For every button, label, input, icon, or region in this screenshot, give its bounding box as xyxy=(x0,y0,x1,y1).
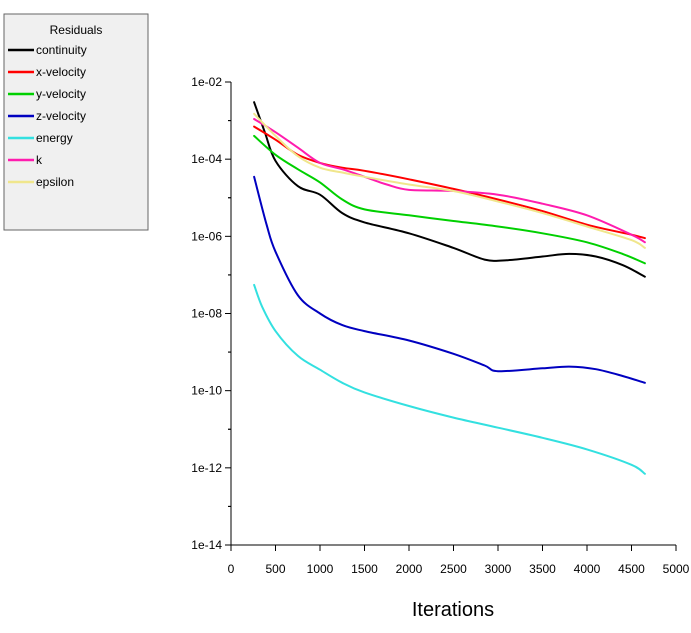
legend-title: Residuals xyxy=(50,23,103,37)
y-tick-label: 1e-02 xyxy=(191,75,222,89)
legend-label-y-velocity: y-velocity xyxy=(36,87,86,101)
series-lines xyxy=(253,101,646,475)
x-tick-label: 4000 xyxy=(574,562,601,576)
series-line-z-velocity xyxy=(253,175,646,384)
legend-label-k: k xyxy=(36,153,43,167)
y-tick-label: 1e-12 xyxy=(191,461,222,475)
series-line-x-velocity xyxy=(253,125,646,240)
legend-label-epsilon: epsilon xyxy=(36,175,74,189)
legend-label-z-velocity: z-velocity xyxy=(36,109,86,123)
x-axis-title: Iterations xyxy=(412,599,494,621)
x-tick-label: 3500 xyxy=(529,562,556,576)
x-tick-label: 0 xyxy=(228,562,235,576)
y-tick-label: 1e-06 xyxy=(191,229,222,243)
legend-label-continuity: continuity xyxy=(36,43,87,57)
x-tick-label: 2000 xyxy=(396,562,423,576)
y-tick-label: 1e-08 xyxy=(191,307,222,321)
x-tick-label: 2500 xyxy=(440,562,467,576)
axes: 1e-14 1e-12 1e-10 1e-08 1e-06 1e-04 1e-02 0 500 1… xyxy=(191,75,689,576)
x-tick-label: 1500 xyxy=(351,562,378,576)
legend-label-energy: energy xyxy=(36,131,73,145)
series-line-k xyxy=(253,118,646,244)
x-tick-label: 3000 xyxy=(485,562,512,576)
x-tick-label: 500 xyxy=(265,562,285,576)
series-line-energy xyxy=(253,283,646,475)
y-tick-label: 1e-04 xyxy=(191,152,222,166)
legend: Residuals continuity x-velocity y-velocity… xyxy=(3,13,149,231)
x-tick-label: 4500 xyxy=(618,562,645,576)
y-tick-label: 1e-14 xyxy=(191,538,222,552)
series-line-y-velocity xyxy=(253,134,646,265)
legend-box xyxy=(3,13,149,231)
x-tick-label: 1000 xyxy=(307,562,334,576)
series-line-epsilon xyxy=(253,112,646,249)
series-line-continuity xyxy=(253,101,646,278)
y-tick-label: 1e-10 xyxy=(191,384,222,398)
legend-label-x-velocity: x-velocity xyxy=(36,65,86,79)
x-tick-label: 5000 xyxy=(663,562,690,576)
